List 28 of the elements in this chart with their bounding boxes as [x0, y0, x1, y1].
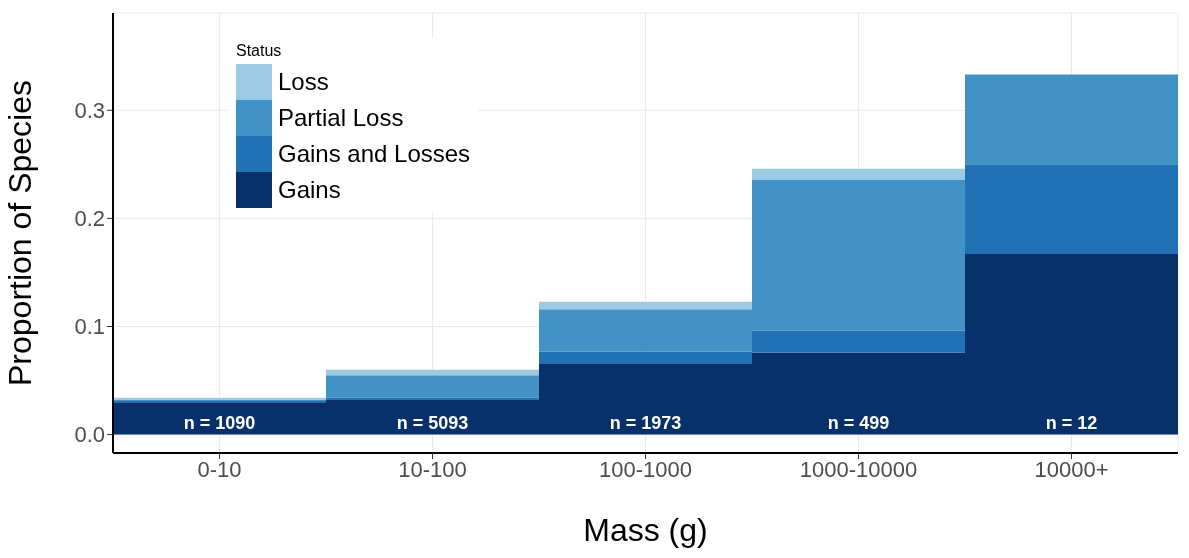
bar: [965, 74, 1178, 165]
x-tick-label: 100-1000: [599, 456, 692, 482]
annotation: n = 499: [826, 413, 891, 434]
bar: [326, 397, 539, 401]
annotation: n = 1090: [182, 413, 257, 434]
y-axis-title: Proportion of Species: [2, 80, 39, 386]
x-axis-title: Mass (g): [583, 512, 708, 548]
bar: [539, 301, 752, 310]
legend-label: Gains: [278, 176, 341, 204]
annotation: n = 5093: [395, 413, 470, 434]
legend-label: Partial Loss: [278, 104, 404, 132]
y-tick-label: 0.1: [74, 314, 105, 340]
annotation: n = 12: [1044, 413, 1099, 434]
x-tick-label: 0-10: [197, 456, 242, 482]
bar: [326, 375, 539, 398]
y-tick-label: 0.3: [74, 98, 105, 124]
legend-title: Status: [236, 42, 283, 60]
x-tick-label: 1000-10000: [799, 456, 918, 482]
legend-label: Loss: [278, 68, 329, 96]
x-tick-label: 10-100: [398, 456, 467, 482]
bar: [752, 168, 965, 180]
bar: [965, 164, 1178, 255]
y-tick-label: 0.0: [74, 422, 105, 448]
annotation: n = 1973: [608, 413, 683, 434]
bar: [326, 369, 539, 376]
legend-label: Gains and Losses: [278, 140, 471, 168]
x-tick-label: 10000+: [1034, 456, 1109, 482]
y-tick-label: 0.2: [74, 206, 105, 232]
